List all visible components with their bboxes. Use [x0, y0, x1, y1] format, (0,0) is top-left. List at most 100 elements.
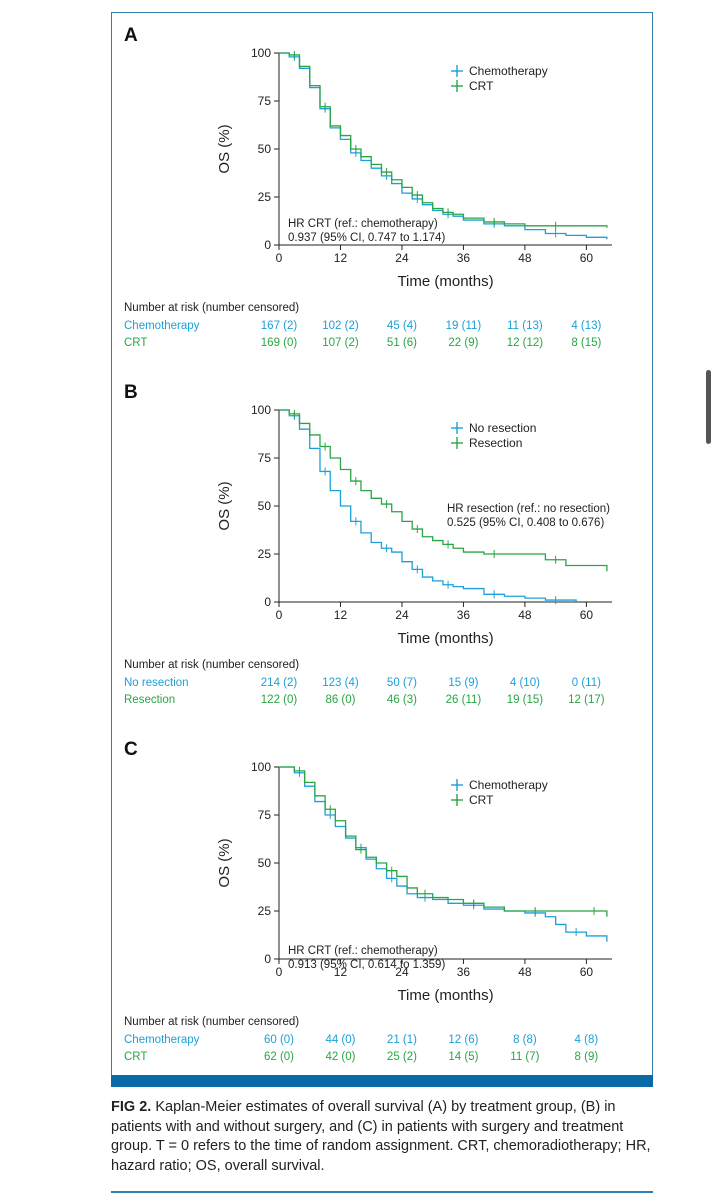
- series-line-crt: [279, 52, 608, 228]
- risk-cell: 214 (2): [260, 677, 298, 689]
- legend-label: Chemotherapy: [469, 778, 548, 792]
- scrollbar[interactable]: [706, 370, 711, 444]
- x-tick-label: 60: [580, 965, 594, 979]
- series-line-crt: [279, 766, 608, 917]
- x-tick-label: 0: [276, 965, 283, 979]
- risk-cell: 122 (0): [260, 694, 298, 706]
- risk-cell: 11 (13): [507, 320, 543, 332]
- risk-cell: 107 (2): [322, 337, 359, 349]
- risk-cell: 51 (6): [386, 337, 417, 349]
- hr-annotation: 0.525 (95% CI, 0.408 to 0.676): [447, 517, 604, 529]
- legend-label: Resection: [469, 436, 522, 450]
- x-tick-label: 0: [276, 251, 283, 265]
- panel-label: B: [124, 382, 138, 403]
- legend-label: No resection: [469, 421, 536, 435]
- figure-caption: FIG 2. Kaplan-Meier estimates of overall…: [111, 1098, 656, 1176]
- risk-cell: 12 (12): [506, 337, 544, 349]
- risk-row-label: CRT: [124, 337, 148, 349]
- x-tick-label: 48: [518, 251, 532, 265]
- y-tick-label: 25: [258, 547, 272, 561]
- figure-frame: A 0 25 50 75 100 0 12 24 36 48 60 Time (months) OS (%…: [111, 12, 653, 1087]
- panel-label: A: [124, 25, 138, 46]
- y-tick-label: 0: [264, 238, 271, 252]
- risk-cell: 21 (1): [386, 1034, 417, 1046]
- risk-cell: 102 (2): [322, 320, 359, 332]
- risk-cell: 0 (11): [571, 677, 601, 689]
- y-axis-label: OS (%): [216, 838, 233, 887]
- legend-label: CRT: [469, 793, 494, 807]
- risk-row: CRT 62 (0) 42 (0) 25 (2) 14 (5) 11 (7) 8 (9): [124, 1051, 644, 1067]
- y-tick-label: 0: [264, 595, 271, 609]
- y-tick-label: 50: [258, 142, 272, 156]
- risk-cell: 11 (7): [510, 1051, 540, 1063]
- hr-annotation: 0.913 (95% CI, 0.614 to 1.359): [288, 959, 445, 971]
- caption-rule: [111, 1191, 653, 1193]
- y-axis-label: OS (%): [216, 481, 233, 530]
- risk-cell: 8 (15): [571, 337, 602, 349]
- risk-cell: 12 (6): [448, 1034, 479, 1046]
- risk-cell: 22 (9): [448, 337, 479, 349]
- risk-cell: 4 (10): [509, 677, 540, 689]
- risk-row-label: Chemotherapy: [124, 1034, 200, 1046]
- panel-b: B 0 25 50 75 100 0 12 24 36 48 60 Time (months) OS (%…: [112, 370, 654, 727]
- risk-cell: 12 (17): [568, 694, 605, 706]
- km-chart-c: C 0 25 50 75 100 0 12 24 36 48 60 Time (months) OS (%…: [124, 739, 612, 1004]
- km-chart-a: A 0 25 50 75 100 0 12 24 36 48 60 Time (months) OS (%…: [124, 25, 612, 290]
- series-line-chemotherapy: [279, 766, 608, 942]
- risk-row: Chemotherapy 60 (0) 44 (0) 21 (1) 12 (6) 8 (8…: [124, 1034, 644, 1050]
- x-tick-label: 36: [457, 965, 471, 979]
- y-tick-label: 50: [258, 499, 272, 513]
- risk-cell: 169 (0): [260, 337, 298, 349]
- x-tick-label: 0: [276, 608, 283, 622]
- risk-table-title: Number at risk (number censored): [124, 1016, 300, 1028]
- risk-row: Resection 122 (0) 86 (0) 46 (3) 26 (11) 19 (1…: [124, 694, 644, 710]
- risk-row: Chemotherapy 167 (2) 102 (2) 45 (4) 19 (11) 1…: [124, 320, 644, 336]
- risk-cell: 62 (0): [263, 1051, 295, 1063]
- y-tick-label: 100: [251, 403, 271, 417]
- risk-row-label: Chemotherapy: [124, 320, 200, 332]
- hr-annotation: HR resection (ref.: no resection): [447, 503, 610, 515]
- x-tick-label: 48: [518, 608, 532, 622]
- risk-cell: 44 (0): [325, 1034, 356, 1046]
- hr-annotation: HR CRT (ref.: chemotherapy): [288, 945, 438, 957]
- x-tick-label: 24: [395, 608, 409, 622]
- risk-cell: 25 (2): [386, 1051, 417, 1063]
- x-tick-label: 36: [457, 608, 471, 622]
- risk-cell: 42 (0): [325, 1051, 356, 1063]
- risk-cell: 4 (13): [571, 320, 602, 332]
- risk-cell: 4 (8): [574, 1034, 599, 1046]
- x-tick-label: 12: [334, 965, 348, 979]
- x-tick-label: 12: [334, 251, 348, 265]
- legend-label: CRT: [469, 79, 494, 93]
- risk-cell: 86 (0): [325, 694, 356, 706]
- x-tick-label: 60: [580, 608, 594, 622]
- figure-bottom-bar: [111, 1075, 653, 1087]
- y-axis-label: OS (%): [216, 124, 233, 173]
- risk-cell: 15 (9): [448, 677, 479, 689]
- x-axis-label: Time (months): [397, 987, 493, 1004]
- x-tick-label: 36: [457, 251, 471, 265]
- risk-cell: 123 (4): [322, 677, 359, 689]
- y-tick-label: 100: [251, 46, 271, 60]
- panel-a: A 0 25 50 75 100 0 12 24 36 48 60 Time (months) OS (%…: [112, 13, 654, 370]
- x-axis-label: Time (months): [397, 630, 493, 647]
- hr-annotation: 0.937 (95% CI, 0.747 to 1.174): [288, 232, 445, 244]
- risk-cell: 167 (2): [260, 320, 298, 332]
- risk-cell: 45 (4): [386, 320, 417, 332]
- y-tick-label: 75: [258, 808, 272, 822]
- caption-text: Kaplan-Meier estimates of overall surviv…: [111, 1099, 651, 1174]
- y-tick-label: 0: [264, 952, 271, 966]
- series-line-no-resection: [279, 409, 577, 602]
- km-chart-b: B 0 25 50 75 100 0 12 24 36 48 60 Time (months) OS (%…: [124, 382, 612, 647]
- risk-cell: 60 (0): [263, 1034, 295, 1046]
- risk-row: No resection 214 (2) 123 (4) 50 (7) 15 (9) 4 …: [124, 677, 644, 693]
- y-tick-label: 25: [258, 190, 272, 204]
- risk-table-title: Number at risk (number censored): [124, 659, 300, 671]
- risk-row-label: CRT: [124, 1051, 148, 1063]
- y-tick-label: 100: [251, 760, 271, 774]
- x-tick-label: 60: [580, 251, 594, 265]
- risk-cell: 19 (15): [506, 694, 544, 706]
- risk-cell: 14 (5): [448, 1051, 479, 1063]
- series-line-resection: [279, 409, 608, 572]
- y-tick-label: 25: [258, 904, 272, 918]
